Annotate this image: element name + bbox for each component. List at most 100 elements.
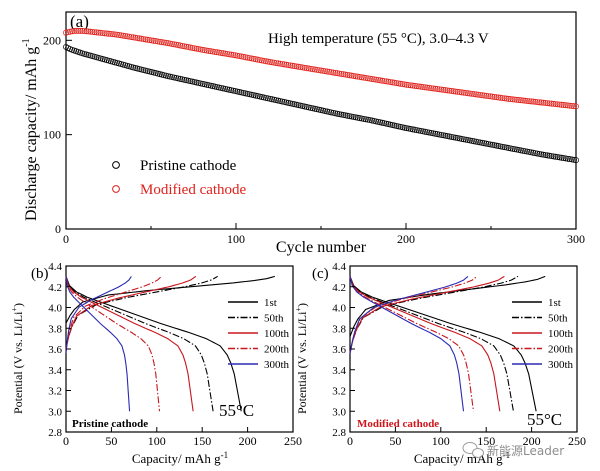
data-point [75, 27, 82, 34]
data-point [67, 28, 74, 35]
data-point [405, 125, 412, 132]
data-point [101, 30, 108, 37]
data-point [540, 151, 547, 158]
data-point [526, 149, 533, 155]
discharge-curve-200th [349, 276, 475, 412]
data-point [528, 98, 535, 105]
data-point [546, 152, 553, 159]
data-point [254, 56, 261, 63]
data-point [536, 99, 543, 106]
data-point [289, 62, 296, 69]
panel-c-label: (c) [312, 266, 329, 282]
panel-a-x-axis-label: Cycle number [276, 239, 367, 256]
data-point [409, 82, 416, 89]
data-point [201, 81, 208, 88]
data-point [216, 49, 222, 56]
discharge-curve-1st [349, 276, 537, 412]
data-point [171, 41, 178, 48]
data-point [391, 79, 398, 86]
y-tick-label: 3.2 [332, 386, 346, 398]
discharge-curve-200th [65, 276, 161, 412]
data-point [501, 144, 508, 151]
data-point [144, 36, 151, 43]
data-point [362, 75, 369, 81]
data-point [481, 140, 488, 147]
data-point [211, 48, 218, 55]
panel-b: (b) 0 50 100 150 200 250 2.8 3.0 3.2 3.4 3.6 3.8 4.0… [10, 261, 302, 466]
data-point [418, 127, 424, 134]
data-point [338, 111, 345, 118]
data-point [240, 89, 247, 96]
data-point [289, 100, 296, 107]
data-point [517, 97, 524, 104]
legend-label-200th: 200th [548, 344, 574, 356]
charge-curve-200th [65, 275, 162, 352]
data-point [473, 91, 479, 98]
data-point [377, 119, 384, 126]
data-point [483, 140, 490, 147]
data-point [313, 66, 320, 73]
data-point [69, 28, 76, 35]
data-point [271, 96, 278, 103]
data-point [348, 113, 355, 120]
data-point [397, 123, 404, 130]
data-point [524, 148, 530, 155]
data-point [214, 49, 220, 56]
data-point [420, 84, 426, 90]
data-point [573, 157, 579, 164]
data-point [283, 99, 290, 106]
data-point [222, 85, 229, 92]
data-point [532, 98, 539, 105]
data-point [418, 83, 424, 90]
data-point [389, 122, 396, 128]
data-point [109, 31, 116, 38]
data-point [134, 35, 141, 41]
legend-label-300th: 300th [264, 359, 290, 371]
x-tick-label: 200 [397, 232, 415, 246]
data-point [244, 54, 251, 61]
data-point [542, 99, 549, 106]
data-point [477, 139, 484, 146]
x-tick-label: 300 [567, 232, 585, 246]
data-point [169, 74, 176, 81]
series-modified [63, 27, 579, 110]
data-point [364, 116, 371, 123]
data-point [269, 59, 275, 66]
data-point [499, 143, 506, 150]
data-point [403, 125, 410, 132]
data-point [446, 87, 453, 94]
data-point [95, 29, 102, 36]
data-point [132, 34, 139, 41]
data-point [309, 66, 316, 73]
data-point [236, 53, 243, 60]
panel-b-y-axis-label: Potential (V vs. Li/Li+) [10, 303, 25, 414]
data-point [491, 142, 498, 149]
data-point [450, 88, 457, 95]
data-point [340, 111, 347, 118]
data-point [324, 68, 331, 75]
data-point [464, 90, 471, 97]
data-point [328, 69, 335, 76]
data-point [387, 121, 394, 128]
data-point [364, 75, 371, 82]
data-point [275, 60, 282, 67]
data-point [544, 152, 551, 159]
data-point [389, 79, 396, 86]
data-point [381, 120, 388, 127]
data-point [571, 156, 577, 163]
data-point [291, 101, 298, 108]
data-point [340, 71, 347, 78]
data-point [462, 136, 469, 143]
data-point [379, 77, 386, 84]
data-point [167, 40, 173, 47]
data-point [503, 95, 510, 102]
data-point [471, 91, 477, 98]
data-point [573, 103, 579, 110]
data-point [240, 53, 247, 60]
data-point [493, 142, 500, 149]
data-point [318, 107, 324, 114]
data-point [148, 37, 155, 44]
data-point [228, 51, 235, 58]
data-point [536, 150, 543, 157]
data-point [218, 49, 224, 56]
